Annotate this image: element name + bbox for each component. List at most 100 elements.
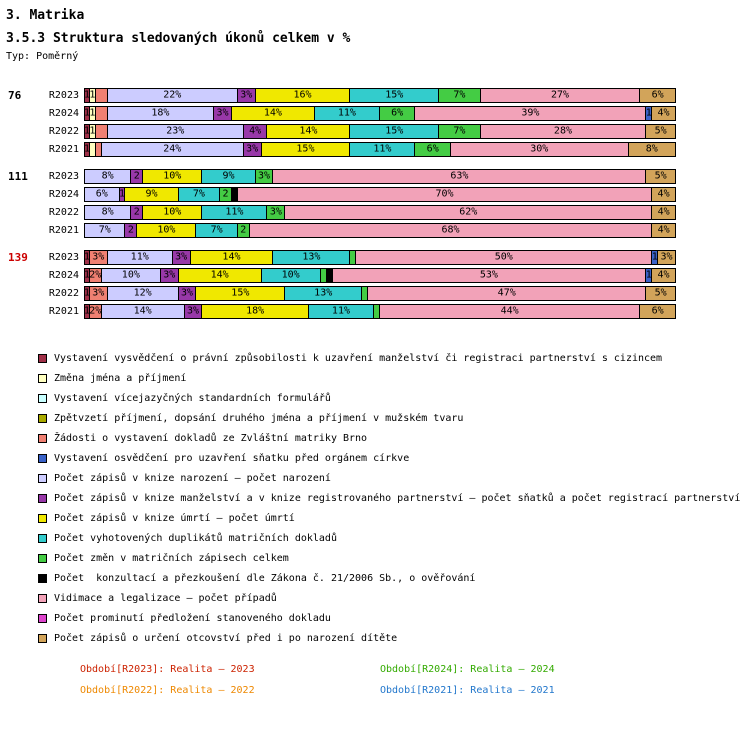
legend-swatch-duplikaty — [38, 533, 47, 543]
legend-label: Zpětvzetí příjmení, dopsání druhého jmén… — [54, 412, 464, 424]
segment-value-label: 10% — [163, 170, 182, 182]
segment-value-label: 44% — [500, 305, 519, 317]
legend-label: Počet vyhotovených duplikátů matričních … — [54, 532, 337, 544]
segment-value-label: 62% — [459, 206, 478, 218]
segment-value-label: 4% — [657, 188, 670, 200]
segment-value-label: 24% — [163, 143, 182, 155]
segment-value-label: 22% — [163, 89, 182, 101]
stacked-bar: 1 24% 3% 15% 11% 6% 30% 8% — [84, 141, 676, 157]
legend-item-narozeni: Počet zápisů v knize narození – počet na… — [38, 468, 750, 488]
legend-swatch-vysvedceni — [38, 353, 47, 363]
segment-value-label: 15% — [385, 125, 404, 137]
legend-item-vidimace: Vidimace a legalizace – počet případů — [38, 588, 750, 608]
segment-value-label: 2 — [133, 170, 140, 182]
segment-vidimace: 30% — [450, 141, 629, 157]
segment-value-label: 6% — [651, 305, 664, 317]
segment-value-label: 3% — [92, 287, 105, 299]
segment-value-label: 1 — [89, 89, 96, 101]
segment-value-label: 8% — [101, 170, 114, 182]
segment-zadosti_brno — [95, 123, 108, 139]
segment-value-label: 8% — [101, 206, 114, 218]
segment-value-label: 3% — [216, 107, 229, 119]
segment-value-label: 1 — [89, 107, 96, 119]
chart-row-139-R2022: R2022 1 3% 12% 3% 15% 13% 47% 5% — [0, 284, 750, 302]
segment-value-label: 14% — [133, 305, 152, 317]
segment-value-label: 63% — [450, 170, 469, 182]
segment-value-label: 13% — [314, 287, 333, 299]
segment-value-label: 68% — [441, 224, 460, 236]
legend-item-duplikaty: Počet vyhotovených duplikátů matričních … — [38, 528, 750, 548]
segment-value-label: 7% — [192, 188, 205, 200]
segment-value-label: 7% — [98, 224, 111, 236]
segment-otcovstvi: 4% — [652, 222, 676, 238]
segment-duplikaty: 11% — [314, 105, 380, 121]
legend-item-umrti: Počet zápisů v knize úmrtí – počet úmrtí — [38, 508, 750, 528]
segment-value-label: 4% — [657, 206, 670, 218]
segment-manzelstvi: 2 — [125, 222, 138, 238]
row-period-label: R2022 — [48, 206, 79, 218]
segment-manzelstvi: 3% — [172, 249, 191, 265]
segment-value-label: 11% — [225, 206, 244, 218]
segment-value-label: 39% — [521, 107, 540, 119]
legend-label: Počet změn v matričních zápisech celkem — [54, 552, 289, 564]
segment-umrti: 14% — [231, 105, 315, 121]
segment-zadosti_brno: 2% — [89, 303, 102, 319]
legend-swatch-zmeny — [38, 553, 47, 563]
segment-zadosti_brno: 3% — [89, 285, 108, 301]
segment-duplikaty: 9% — [202, 168, 256, 184]
segment-narozeni: 23% — [107, 123, 244, 139]
segment-manzelstvi: 3% — [160, 267, 179, 283]
period-labels: Období[R2023]: Realita – 2023 Období[R202… — [80, 664, 750, 696]
segment-manzelstvi: 2 — [131, 168, 144, 184]
segment-value-label: 27% — [550, 89, 570, 101]
segment-value-label: 3% — [660, 251, 673, 263]
stacked-bar: 7% 2 10% 7% 2 68% 4% — [84, 222, 676, 238]
segment-value-label: 5% — [654, 125, 667, 137]
segment-value-label: 4% — [249, 125, 262, 137]
type-label: Typ: Poměrný — [6, 51, 79, 62]
segment-value-label: 50% — [494, 251, 513, 263]
segment-value-label: 47% — [497, 287, 516, 299]
segment-manzelstvi: 4% — [243, 123, 268, 139]
segment-duplikaty: 13% — [273, 249, 351, 265]
segment-value-label: 7% — [210, 224, 223, 236]
segment-manzelstvi: 3% — [184, 303, 203, 319]
segment-value-label: 10% — [121, 269, 140, 281]
legend-label: Počet konzultací a přezkoušení dle Zákon… — [54, 572, 476, 584]
segment-value-label: 11% — [337, 107, 356, 119]
legend-item-formulare: Vystavení vícejazyčných standardních for… — [38, 388, 750, 408]
segment-zmeny: 2 — [220, 186, 232, 202]
segment-manzelstvi: 3% — [214, 105, 232, 121]
segment-umrti: 14% — [190, 249, 274, 265]
segment-umrti: 10% — [137, 222, 197, 238]
segment-umrti: 15% — [196, 285, 286, 301]
stacked-bar: 1 2% 10% 3% 14% 10% 53% 1 4% — [84, 267, 676, 283]
segment-umrti: 14% — [178, 267, 262, 283]
segment-value-label: 2% — [89, 305, 102, 317]
segment-zmena_jmena — [89, 141, 96, 157]
legend-item-zpetvzeti: Zpětvzetí příjmení, dopsání druhého jmén… — [38, 408, 750, 428]
segment-otcovstvi: 4% — [652, 186, 676, 202]
legend-label: Počet prominutí předložení stanoveného d… — [54, 612, 331, 624]
segment-value-label: 14% — [210, 269, 229, 281]
segment-value-label: 10% — [281, 269, 300, 281]
stacked-bar: 1 1 23% 4% 14% 15% 7% 28% 5% — [84, 123, 676, 139]
segment-value-label: 10% — [157, 224, 176, 236]
chart-row-76-R2024: R2024 1 1 18% 3% 14% 11% 6% 39% 1 4% — [0, 104, 750, 122]
segment-vidimace: 47% — [368, 285, 647, 301]
legend-label: Vystavení vysvědčení o právní způsobilos… — [54, 352, 663, 364]
row-period-label: R2022 — [48, 125, 79, 137]
legend-swatch-osvedceni_cirkev — [38, 453, 47, 463]
segment-otcovstvi: 4% — [652, 204, 676, 220]
segment-narozeni: 8% — [84, 168, 132, 184]
chart-row-139-R2021: R2021 1 2% 14% 3% 18% 11% 44% 6% — [0, 302, 750, 320]
legend-item-zmeny: Počet změn v matričních zápisech celkem — [38, 548, 750, 568]
chart-row-111-R2021: R2021 7% 2 10% 7% 2 68% 4% — [0, 221, 750, 239]
chart-row-111-R2023: 111 R2023 8% 2 10% 9% 3% 63% 5% — [0, 167, 750, 185]
segment-vidimace: 27% — [480, 87, 641, 103]
legend-swatch-otcovstvi — [38, 633, 47, 643]
segment-value-label: 11% — [130, 251, 149, 263]
legend-swatch-konzultace — [38, 573, 47, 583]
segment-zmeny: 3% — [267, 204, 286, 220]
segment-value-label: 7% — [453, 125, 466, 137]
